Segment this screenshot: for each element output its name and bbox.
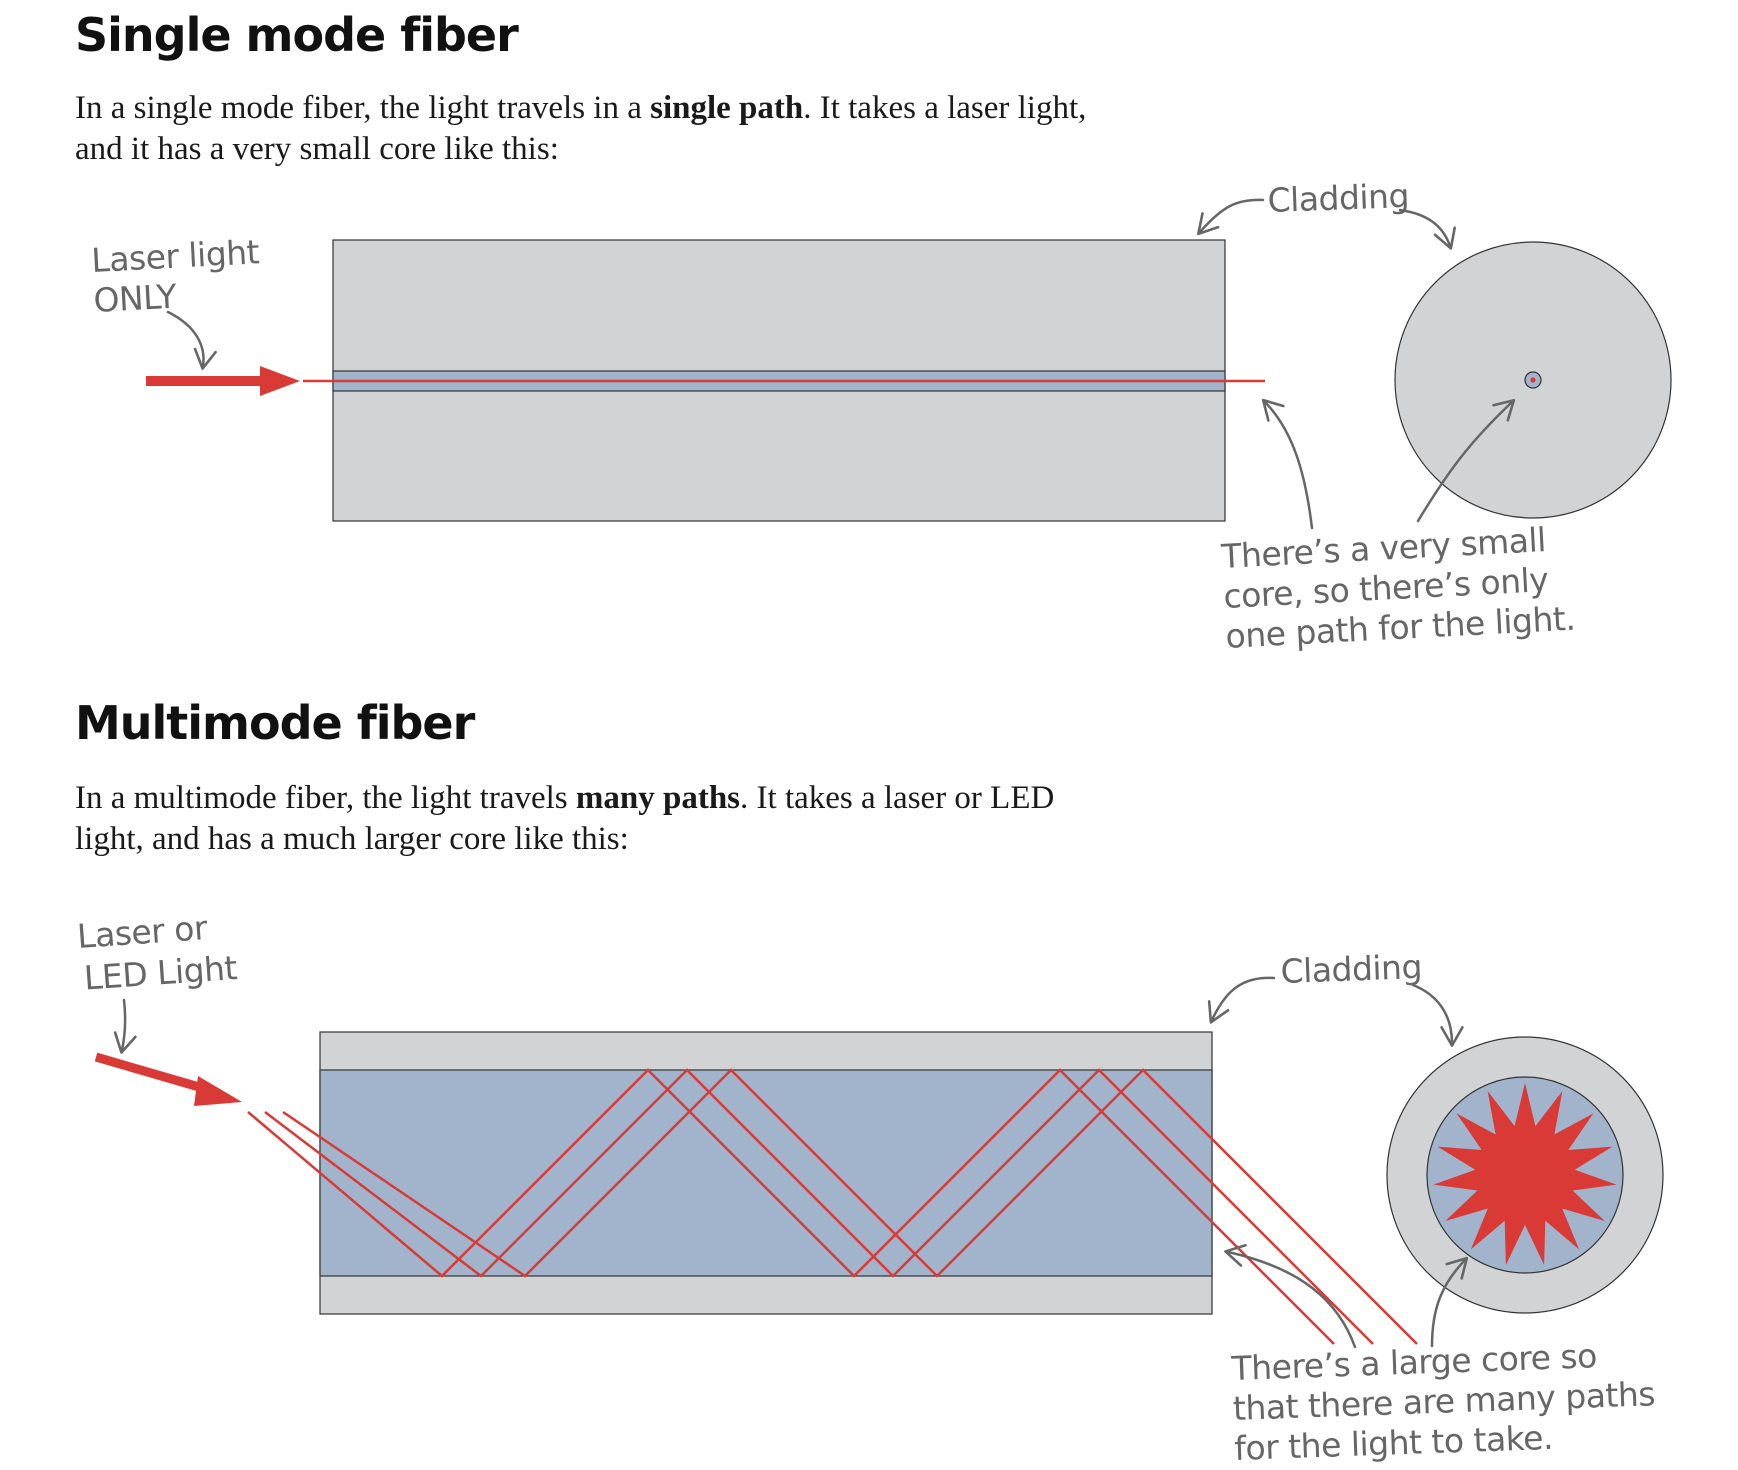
led-light-label: Laser orLED Light [76,906,239,998]
laser-label-pointer [166,310,217,370]
small-core-pointer [1416,398,1516,523]
multi-cladding-pointer-left [1207,976,1276,1024]
multimode-core [319,1069,1213,1277]
multimode-diagram: Laser orLED Light Cladding There’s a lar… [76,906,1664,1468]
multimode-light-paths [247,1068,1418,1345]
cladding-pointer-right [1398,208,1456,250]
multimode-bold-text: many paths [575,780,741,816]
cladding-label-single: Cladding [1267,176,1410,220]
small-core-note: There’s a very smallcore, so there’s onl… [1219,519,1576,656]
light-exit-pointer-multi [1224,1243,1357,1349]
led-label-pointer [113,998,137,1054]
single-mode-diagram: Laser lightONLY Cladding There’s a very … [90,176,1672,656]
single-mode-text-end: . It takes a laser light, and it has a v… [75,90,1087,167]
single-mode-text-start: In a single mode fiber, the light travel… [75,90,651,126]
light-path-3 [282,1068,1418,1345]
laser-light-label: Laser lightONLY [90,232,262,320]
light-path-1 [247,1068,1335,1345]
laser-input-arrow-icon [146,366,300,396]
large-core-note: There’s a large core sothat there are ma… [1230,1334,1657,1468]
single-mode-light-dot [1530,377,1536,383]
multi-cladding-pointer-right [1411,983,1464,1047]
large-core-pointer [1430,1256,1469,1348]
multimode-light-starburst [1433,1083,1617,1265]
multimode-heading: Multimode fiber [75,696,475,750]
single-mode-heading: Single mode fiber [75,8,519,62]
single-mode-bold-text: single path [650,90,804,126]
cladding-pointer-left [1196,198,1265,236]
light-path-2 [264,1068,1374,1345]
multimode-description: In a multimode fiber, the light travels … [75,778,1095,860]
led-input-arrow-icon [94,1052,242,1106]
cladding-label-multi: Cladding [1280,947,1423,991]
light-exit-pointer [1261,398,1314,530]
single-mode-description: In a single mode fiber, the light travel… [75,88,1095,170]
multimode-text-start: In a multimode fiber, the light travels [75,780,576,816]
multimode-text-end: . It takes a laser or LED light, and has… [75,780,1055,857]
